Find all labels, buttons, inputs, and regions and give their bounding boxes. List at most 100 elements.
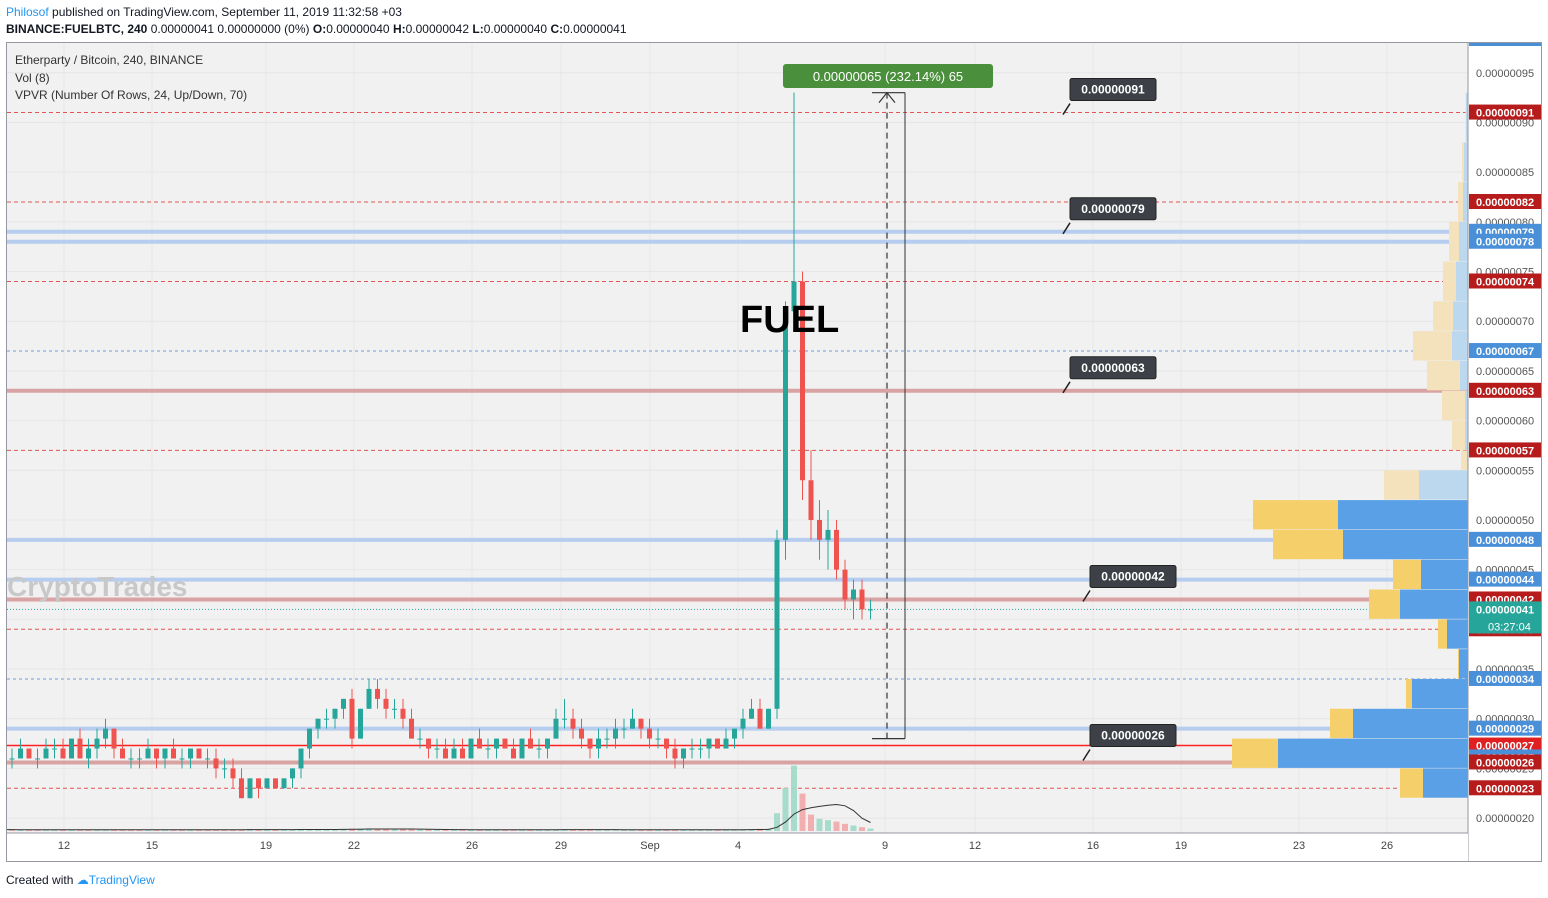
volume-bar <box>315 829 321 831</box>
candle <box>315 718 321 739</box>
candle <box>417 728 423 749</box>
volume-bar <box>714 829 721 831</box>
candle-body <box>409 718 414 739</box>
candle-body <box>536 748 542 750</box>
chart-title: FUEL <box>740 299 839 341</box>
vpvr-down-bar <box>1393 559 1421 590</box>
legend-pair: Etherparty / Bitcoin, 240, BINANCE <box>15 53 204 67</box>
o-value: 0.00000040 <box>326 22 390 36</box>
y-tick-label: 0.00000095 <box>1476 68 1534 80</box>
candle <box>222 758 227 779</box>
c-label: C: <box>550 22 564 36</box>
price-label-box <box>1469 104 1541 120</box>
candle-body <box>791 281 797 312</box>
candle <box>664 738 669 759</box>
candle-body <box>196 748 202 759</box>
tradingview-link[interactable]: TradingView <box>88 873 155 887</box>
price-label: 0.00000026 <box>1469 754 1541 770</box>
candle <box>477 728 482 749</box>
countdown-text: 03:27:04 <box>1488 621 1531 633</box>
volume-bar <box>791 765 797 831</box>
candle-body <box>723 738 729 749</box>
candle-body <box>383 698 389 709</box>
candle-body <box>239 778 244 799</box>
author-link[interactable]: Philosof <box>6 5 49 19</box>
volume-bar <box>672 829 678 831</box>
vpvr-up-bar <box>1421 559 1468 590</box>
candle <box>290 768 295 789</box>
candle <box>409 708 414 739</box>
volume-bar <box>842 823 848 831</box>
chart-frame[interactable]: CryptoTrades 0.00000065 (232.14%) 65 FUE… <box>0 42 1542 862</box>
price-callout: 0.00000026 <box>1082 723 1177 761</box>
l-label: L: <box>472 22 484 36</box>
vpvr-down-bar <box>1458 649 1459 679</box>
volume-bar <box>510 829 517 831</box>
candle <box>18 738 23 759</box>
volume-bar <box>94 829 100 831</box>
candles <box>1 92 873 799</box>
volume-bar <box>595 829 602 831</box>
candle <box>485 738 491 759</box>
volume-bar <box>502 829 508 831</box>
vpvr-up-bar <box>1452 331 1468 361</box>
candle-body <box>757 708 763 729</box>
candle <box>451 738 457 759</box>
volume-bar <box>9 829 15 831</box>
volume-bar <box>281 829 287 831</box>
candle <box>460 738 465 759</box>
vpvr-up-bar <box>1465 390 1468 421</box>
candle <box>273 778 278 789</box>
vpvr-up-bar <box>1453 301 1468 331</box>
x-tick-label: 12 <box>58 840 70 852</box>
volume-bar <box>162 829 168 831</box>
footer: Created with ☁TradingView <box>6 873 155 887</box>
candle <box>630 708 635 729</box>
candle-body <box>511 748 516 759</box>
price-label-text: 0.00000029 <box>1476 724 1534 736</box>
price-label-box <box>1469 442 1541 458</box>
candle-body <box>800 281 805 481</box>
candle <box>298 748 304 779</box>
volume-ma-line <box>3 803 871 831</box>
candle-body <box>570 718 576 729</box>
callout-box <box>1069 78 1157 102</box>
h-label: H: <box>392 22 406 36</box>
candle <box>562 698 567 729</box>
volume-bar <box>442 829 449 831</box>
callout-label: 0.00000091 <box>1081 83 1145 97</box>
callout-pointer <box>1082 749 1091 761</box>
x-tick-label: 29 <box>555 840 567 852</box>
candle <box>69 738 74 759</box>
vpvr-up-bar <box>1456 261 1468 301</box>
price-label-box <box>1469 531 1541 547</box>
y-tick-label: 0.00000090 <box>1476 117 1534 129</box>
candle <box>740 708 746 739</box>
candle <box>341 698 346 719</box>
chart-svg[interactable]: CryptoTrades 0.00000065 (232.14%) 65 FUE… <box>0 43 1542 861</box>
volume-bar <box>476 829 483 831</box>
price-label-text: 0.00000082 <box>1476 197 1534 209</box>
candle-body <box>188 748 193 759</box>
vpvr-down-bar <box>1330 708 1353 739</box>
candle <box>9 748 15 769</box>
candle-body <box>111 728 117 749</box>
candle-body <box>630 718 635 729</box>
x-tick-label: Sep <box>640 840 660 852</box>
candle-body <box>349 698 355 739</box>
candle-body <box>579 728 584 739</box>
volume-bar <box>145 829 151 831</box>
volume-bar <box>578 829 585 831</box>
x-tick-label: 26 <box>1381 840 1393 852</box>
candle-body <box>298 748 304 769</box>
candle-body <box>528 738 533 749</box>
vpvr-up-bar <box>1423 768 1468 798</box>
time-axis: 12 15 19 22 26 29 Sep 4 9 12 16 19 23 26 <box>7 832 1468 861</box>
vpvr-down-bar <box>1253 500 1338 530</box>
volume-bar <box>332 829 338 831</box>
candle-body <box>128 758 134 760</box>
volume-bar <box>816 818 823 831</box>
candle <box>783 301 788 560</box>
volume-bar <box>85 829 92 831</box>
price-label-text: 0.00000048 <box>1476 535 1534 547</box>
